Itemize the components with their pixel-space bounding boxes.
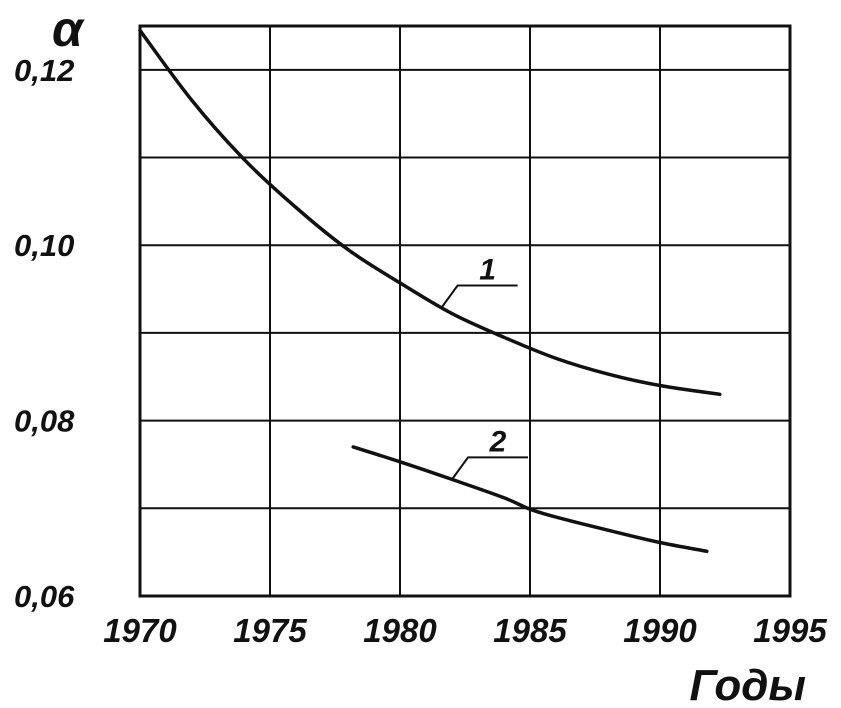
y-tick-label: 0,10 xyxy=(14,228,74,263)
y-axis-title: α xyxy=(52,1,85,57)
x-tick-label: 1990 xyxy=(623,612,697,649)
series-labels: 12 xyxy=(440,253,528,480)
x-tick-label: 1985 xyxy=(493,612,567,649)
series-leader-2 xyxy=(451,456,528,480)
y-tick-label: 0,08 xyxy=(14,404,75,439)
x-tick-label: 1970 xyxy=(103,612,177,649)
series-label-2: 2 xyxy=(489,425,507,458)
y-tick-label: 0,12 xyxy=(14,53,74,88)
series-leader-1 xyxy=(440,284,518,309)
series-label-1: 1 xyxy=(479,253,496,286)
plot-border xyxy=(138,24,792,598)
tick-labels: 1970 1975 1980 1985 1990 1995 0,06 0,08 0,10 0,12 xyxy=(14,53,827,649)
x-tick-label: 1995 xyxy=(753,612,827,649)
series-line-1 xyxy=(138,28,722,397)
x-tick-label: 1975 xyxy=(233,612,307,649)
grid xyxy=(139,26,791,597)
series-line-2 xyxy=(351,445,709,554)
plot-frame xyxy=(138,24,792,598)
y-tick-label: 0,06 xyxy=(14,579,75,614)
series-group xyxy=(138,28,722,554)
x-axis-title: Годы xyxy=(690,661,806,708)
x-tick-label: 1980 xyxy=(363,612,437,649)
